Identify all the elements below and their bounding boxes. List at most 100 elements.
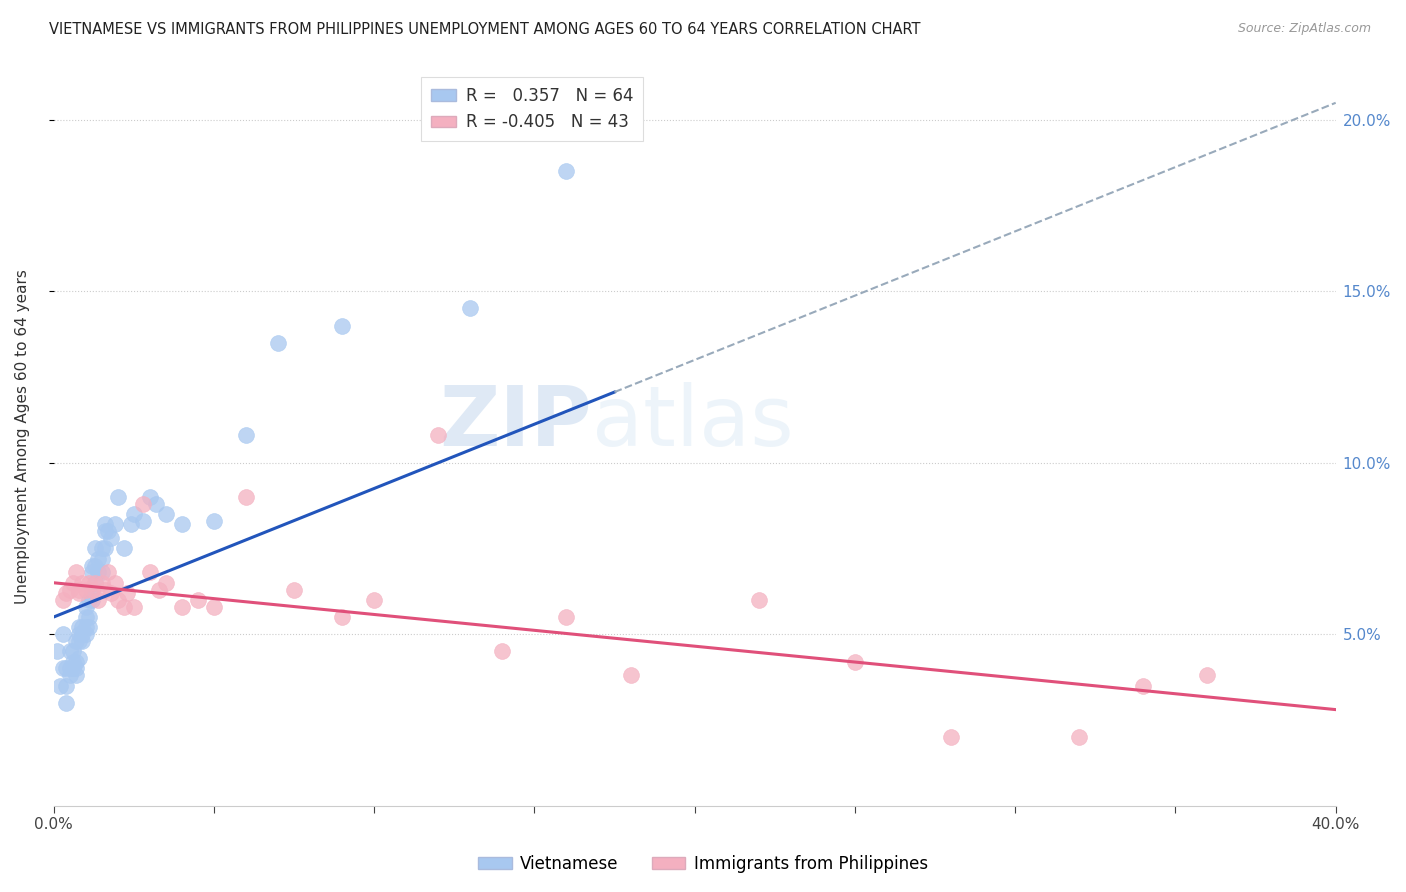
- Point: [103, 517, 125, 532]
- Point: [148, 582, 170, 597]
- Point: [748, 593, 770, 607]
- Point: [100, 586, 122, 600]
- Point: [75, 610, 97, 624]
- Point: [117, 586, 139, 600]
- Point: [619, 668, 641, 682]
- Point: [84, 558, 107, 573]
- Point: [363, 593, 385, 607]
- Point: [87, 593, 110, 607]
- Point: [139, 490, 162, 504]
- Point: [202, 514, 225, 528]
- Point: [122, 507, 145, 521]
- Point: [939, 730, 962, 744]
- Point: [170, 517, 193, 532]
- Point: [90, 575, 112, 590]
- Point: [84, 575, 107, 590]
- Point: [103, 575, 125, 590]
- Point: [72, 627, 94, 641]
- Point: [59, 668, 82, 682]
- Point: [235, 428, 257, 442]
- Point: [45, 644, 67, 658]
- Point: [65, 655, 87, 669]
- Point: [97, 524, 120, 539]
- Point: [80, 593, 103, 607]
- Point: [1069, 730, 1091, 744]
- Point: [62, 661, 84, 675]
- Point: [132, 497, 155, 511]
- Point: [67, 620, 90, 634]
- Point: [62, 575, 84, 590]
- Point: [75, 627, 97, 641]
- Point: [77, 575, 100, 590]
- Point: [283, 582, 305, 597]
- Point: [80, 558, 103, 573]
- Point: [94, 524, 117, 539]
- Point: [52, 661, 75, 675]
- Point: [87, 551, 110, 566]
- Point: [555, 610, 578, 624]
- Point: [267, 335, 290, 350]
- Point: [107, 593, 129, 607]
- Point: [65, 668, 87, 682]
- Text: VIETNAMESE VS IMMIGRANTS FROM PHILIPPINES UNEMPLOYMENT AMONG AGES 60 TO 64 YEARS: VIETNAMESE VS IMMIGRANTS FROM PHILIPPINE…: [49, 22, 921, 37]
- Point: [90, 541, 112, 556]
- Point: [87, 566, 110, 580]
- Point: [94, 582, 117, 597]
- Point: [65, 661, 87, 675]
- Point: [62, 644, 84, 658]
- Point: [55, 661, 77, 675]
- Point: [202, 599, 225, 614]
- Point: [65, 634, 87, 648]
- Point: [427, 428, 450, 442]
- Point: [112, 541, 135, 556]
- Point: [52, 627, 75, 641]
- Point: [330, 610, 353, 624]
- Point: [75, 620, 97, 634]
- Point: [139, 566, 162, 580]
- Text: ZIP: ZIP: [440, 382, 592, 463]
- Point: [52, 593, 75, 607]
- Point: [67, 634, 90, 648]
- Point: [84, 541, 107, 556]
- Point: [67, 651, 90, 665]
- Point: [72, 634, 94, 648]
- Point: [67, 627, 90, 641]
- Text: atlas: atlas: [592, 382, 794, 463]
- Legend: Vietnamese, Immigrants from Philippines: Vietnamese, Immigrants from Philippines: [471, 848, 935, 880]
- Point: [491, 644, 513, 658]
- Point: [1132, 679, 1154, 693]
- Point: [55, 696, 77, 710]
- Point: [330, 318, 353, 333]
- Y-axis label: Unemployment Among Ages 60 to 64 years: Unemployment Among Ages 60 to 64 years: [15, 269, 30, 605]
- Point: [55, 679, 77, 693]
- Point: [75, 582, 97, 597]
- Text: Source: ZipAtlas.com: Source: ZipAtlas.com: [1237, 22, 1371, 36]
- Point: [132, 514, 155, 528]
- Point: [65, 566, 87, 580]
- Point: [844, 655, 866, 669]
- Point: [90, 566, 112, 580]
- Point: [84, 575, 107, 590]
- Point: [59, 644, 82, 658]
- Point: [94, 517, 117, 532]
- Point: [235, 490, 257, 504]
- Point: [112, 599, 135, 614]
- Point: [458, 301, 481, 316]
- Legend: R =   0.357   N = 64, R = -0.405   N = 43: R = 0.357 N = 64, R = -0.405 N = 43: [420, 77, 644, 141]
- Point: [67, 582, 90, 597]
- Point: [155, 575, 177, 590]
- Point: [555, 164, 578, 178]
- Point: [155, 507, 177, 521]
- Point: [77, 610, 100, 624]
- Point: [59, 582, 82, 597]
- Point: [90, 551, 112, 566]
- Point: [187, 593, 209, 607]
- Point: [1197, 668, 1219, 682]
- Point: [77, 620, 100, 634]
- Point: [72, 620, 94, 634]
- Point: [80, 582, 103, 597]
- Point: [107, 490, 129, 504]
- Point: [120, 517, 142, 532]
- Point: [59, 661, 82, 675]
- Point: [49, 679, 72, 693]
